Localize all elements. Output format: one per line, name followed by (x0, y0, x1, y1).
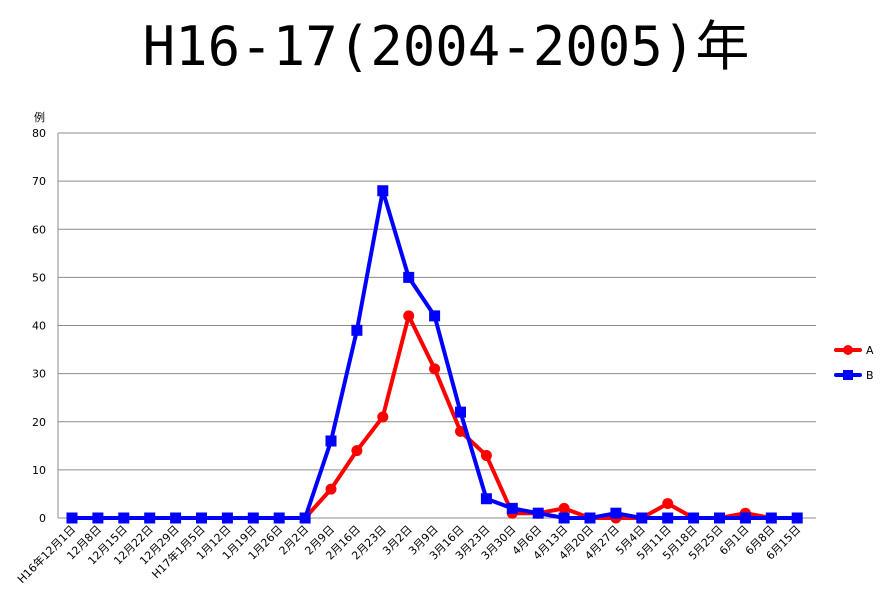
data-point (558, 502, 570, 514)
data-point (325, 435, 337, 447)
data-point (558, 512, 570, 524)
data-point (739, 512, 751, 524)
data-point (92, 512, 104, 524)
data-point (714, 512, 725, 524)
data-point (636, 512, 648, 524)
y-tick-label: 80 (32, 127, 46, 140)
legend-label: B (866, 369, 874, 382)
data-point (429, 363, 441, 375)
series-layer (66, 185, 803, 524)
y-tick-label: 50 (32, 271, 46, 284)
x-axis-ticks: H16年12月1日12月8日12月15日12月22日12月29日H17年1月5日… (14, 522, 803, 586)
legend-label: A (866, 344, 874, 357)
data-point (221, 512, 233, 524)
legend-marker (843, 345, 853, 355)
y-tick-label: 20 (32, 416, 46, 429)
data-point (662, 498, 674, 510)
data-point (610, 507, 622, 519)
data-point (532, 507, 544, 519)
data-point (765, 512, 777, 524)
legend-item: B (834, 369, 874, 382)
series-line (70, 313, 800, 520)
data-point (299, 512, 311, 524)
data-point (455, 406, 466, 418)
series-line (70, 188, 800, 520)
data-point (688, 512, 700, 524)
data-point (506, 502, 518, 514)
y-tick-label: 40 (32, 320, 46, 333)
legend-marker (843, 370, 853, 380)
data-point (480, 449, 492, 461)
legend-item: A (834, 344, 874, 357)
y-axis-ticks: 0 10 20 30 40 50 60 70 80 (32, 127, 46, 525)
data-point (118, 512, 130, 524)
legend: AB (834, 344, 874, 382)
data-point (196, 512, 207, 524)
data-point (273, 512, 285, 524)
y-axis-label: 例 (34, 110, 45, 124)
data-point (325, 483, 337, 495)
data-point (351, 445, 363, 457)
data-point (455, 425, 466, 437)
gridlines (57, 132, 816, 519)
data-point (429, 310, 441, 322)
data-point (351, 324, 363, 336)
series-A (66, 310, 803, 524)
data-point (66, 512, 78, 524)
data-point (247, 512, 259, 524)
data-point (403, 271, 415, 283)
y-tick-label: 10 (32, 464, 46, 477)
data-point (377, 411, 389, 423)
data-point (791, 512, 803, 524)
y-tick-label: 60 (32, 223, 46, 236)
chart-title: H16-17(2004-2005)年 (142, 15, 750, 78)
y-tick-label: 0 (39, 512, 46, 525)
data-point (662, 512, 674, 524)
y-tick-label: 30 (32, 368, 46, 381)
data-point (377, 185, 389, 197)
data-point (584, 512, 596, 524)
data-point (480, 493, 492, 505)
data-point (403, 310, 415, 322)
data-point (170, 512, 182, 524)
data-point (144, 512, 156, 524)
y-tick-label: 70 (32, 175, 46, 188)
series-B (66, 185, 803, 524)
